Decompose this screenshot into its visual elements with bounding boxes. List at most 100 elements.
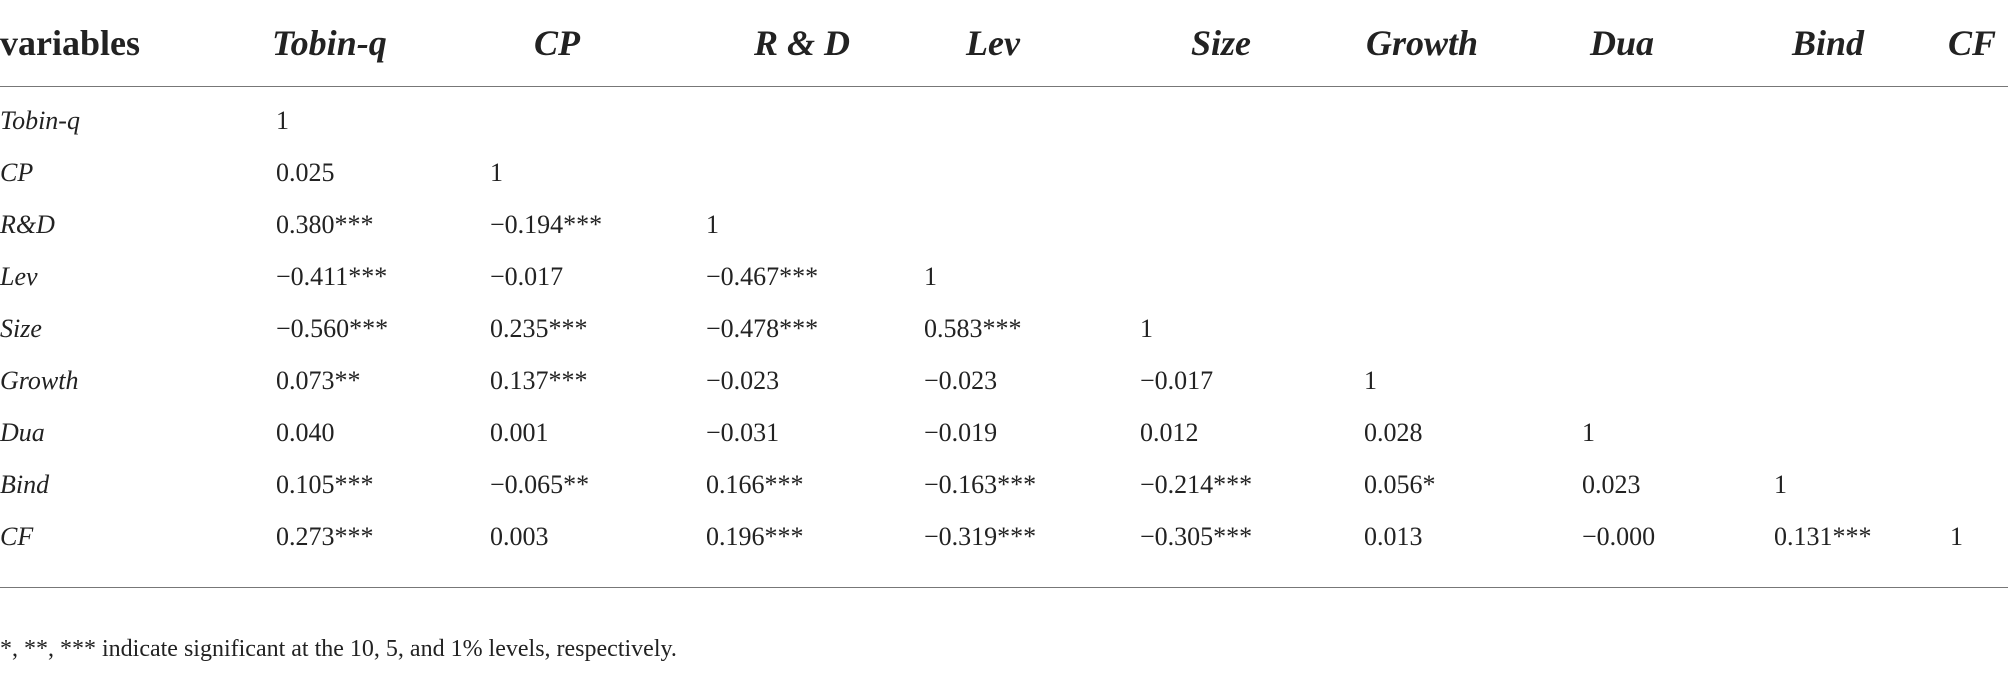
table-cell: 0.131*** — [1774, 522, 1872, 551]
table-row: Bind 0.105*** −0.065** 0.166*** −0.163*** −0.… — [0, 459, 2008, 511]
table-cell: −0.031 — [706, 418, 780, 447]
header-size: Size — [1128, 0, 1342, 87]
table-cell — [1942, 303, 2008, 355]
table-row: CP 0.025 1 — [0, 147, 2008, 199]
table-cell: −0.017 — [1140, 366, 1214, 395]
table-cell: 0.137*** — [490, 366, 588, 395]
table-cell: 0.003 — [490, 522, 549, 551]
table-cell — [1552, 147, 1744, 199]
table-cell: 0.235*** — [490, 314, 588, 343]
row-label: Bind — [0, 470, 50, 499]
header-dua: Dua — [1552, 0, 1744, 87]
significance-note: *, **, *** indicate significant at the 1… — [0, 636, 677, 662]
table-cell: 1 — [1364, 366, 1377, 395]
table-cell — [1942, 199, 2008, 251]
header-lev: Lev — [904, 0, 1128, 87]
table-row: Lev −0.411*** −0.017 −0.467*** 1 — [0, 251, 2008, 303]
header-bind: Bind — [1744, 0, 1942, 87]
table-cell — [1942, 459, 2008, 511]
table-cell — [1744, 87, 1942, 148]
table-row: CF 0.273*** 0.003 0.196*** −0.319*** −0.305**… — [0, 511, 2008, 588]
table-cell: 1 — [276, 106, 289, 135]
table-cell: 0.273*** — [276, 522, 374, 551]
table-cell: 1 — [706, 210, 719, 239]
row-label: Size — [0, 314, 42, 343]
header-growth: Growth — [1342, 0, 1552, 87]
table-row: R&D 0.380*** −0.194*** 1 — [0, 199, 2008, 251]
table-cell: 0.040 — [276, 418, 335, 447]
header-r-and-d: R & D — [684, 0, 904, 87]
table-cell: 0.013 — [1364, 522, 1423, 551]
row-label: CF — [0, 522, 34, 551]
table-cell — [1942, 87, 2008, 148]
table-cell: 0.056* — [1364, 470, 1436, 499]
table-cell — [1128, 199, 1342, 251]
table-cell — [1942, 355, 2008, 407]
row-label: Tobin-q — [0, 106, 80, 135]
table-cell: −0.023 — [924, 366, 998, 395]
table-cell: −0.000 — [1582, 522, 1656, 551]
table-cell: 0.380*** — [276, 210, 374, 239]
table-cell — [1342, 87, 1552, 148]
table-cell: −0.163*** — [924, 470, 1037, 499]
table-cell — [904, 147, 1128, 199]
table-cell: −0.019 — [924, 418, 998, 447]
table-cell — [1552, 199, 1744, 251]
table-cell: 0.583*** — [924, 314, 1022, 343]
table-cell — [1552, 303, 1744, 355]
table-cell: 1 — [1950, 522, 1963, 551]
table-cell: 0.196*** — [706, 522, 804, 551]
table-cell — [1342, 199, 1552, 251]
table-cell — [1744, 407, 1942, 459]
header-variables: variables — [0, 0, 248, 87]
table-cell — [1342, 147, 1552, 199]
table-cell: −0.023 — [706, 366, 780, 395]
table-cell — [684, 87, 904, 148]
table-cell — [1128, 251, 1342, 303]
row-label: CP — [0, 158, 34, 187]
table-cell: 0.025 — [276, 158, 335, 187]
table-cell — [904, 199, 1128, 251]
table-cell: −0.319*** — [924, 522, 1037, 551]
table-cell: 1 — [1582, 418, 1595, 447]
table-cell: 0.001 — [490, 418, 549, 447]
table-cell: −0.560*** — [276, 314, 389, 343]
table-cell: 0.166*** — [706, 470, 804, 499]
table-row: Dua 0.040 0.001 −0.031 −0.019 0.012 0.028 1 — [0, 407, 2008, 459]
header-row: variables Tobin-q CP R & D Lev Size Grow… — [0, 0, 2008, 87]
table-cell: 0.023 — [1582, 470, 1641, 499]
header-cf: CF — [1942, 0, 2008, 87]
table-cell: −0.411*** — [276, 262, 388, 291]
table-cell: 1 — [924, 262, 937, 291]
table-cell — [1744, 147, 1942, 199]
row-label: Growth — [0, 366, 79, 395]
table-cell: 0.028 — [1364, 418, 1423, 447]
table-cell: −0.194*** — [490, 210, 603, 239]
table-cell: −0.305*** — [1140, 522, 1253, 551]
table-cell: −0.214*** — [1140, 470, 1253, 499]
header-tobin-q: Tobin-q — [248, 0, 472, 87]
table-cell — [1744, 199, 1942, 251]
table-cell — [904, 87, 1128, 148]
row-label: Dua — [0, 418, 45, 447]
table-body: Tobin-q 1 CP 0.025 1 R&D 0.380*** −0.194*** 1 Lev… — [0, 87, 2008, 588]
correlation-table: variables Tobin-q CP R & D Lev Size Grow… — [0, 0, 2008, 592]
table-cell: 1 — [490, 158, 503, 187]
table-row: Growth 0.073** 0.137*** −0.023 −0.023 −0.017 1 — [0, 355, 2008, 407]
table-row: Tobin-q 1 — [0, 87, 2008, 148]
row-label: R&D — [0, 210, 55, 239]
table-cell: 0.012 — [1140, 418, 1199, 447]
table-cell — [1552, 251, 1744, 303]
table-cell — [1744, 355, 1942, 407]
correlation-table-container: variables Tobin-q CP R & D Lev Size Grow… — [0, 0, 2008, 592]
table-cell — [684, 147, 904, 199]
table-cell: −0.017 — [490, 262, 564, 291]
table-cell — [1342, 303, 1552, 355]
table-cell — [1942, 251, 2008, 303]
table-cell — [1942, 407, 2008, 459]
table-cell — [1744, 303, 1942, 355]
table-row: Size −0.560*** 0.235*** −0.478*** 0.583*** 1 — [0, 303, 2008, 355]
table-cell — [1744, 251, 1942, 303]
table-cell — [1128, 87, 1342, 148]
table-cell — [1552, 87, 1744, 148]
